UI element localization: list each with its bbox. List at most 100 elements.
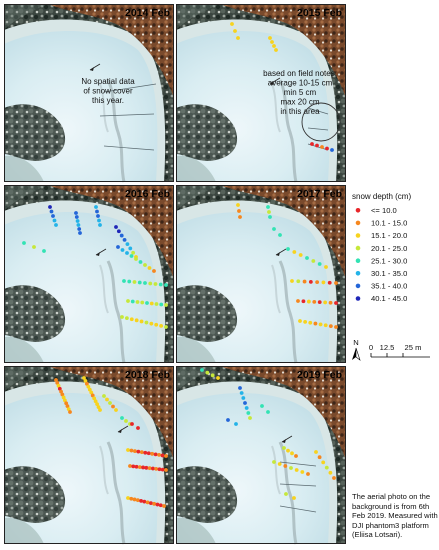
- snow-depth-point: [132, 280, 137, 284]
- snow-depth-point: [300, 470, 305, 474]
- snow-depth-point: [210, 373, 215, 378]
- snow-depth-point: [296, 299, 300, 303]
- snow-depth-point: [151, 466, 155, 471]
- snow-depth-point: [114, 225, 118, 229]
- snow-depth-point: [241, 396, 246, 400]
- snow-depth-point: [77, 227, 82, 231]
- panel-year-label: 2015 Feb: [297, 7, 342, 19]
- snow-depth-point: [148, 281, 153, 286]
- snow-depth-point: [52, 218, 57, 223]
- snow-depth-point: [64, 401, 69, 406]
- snow-depth-point: [87, 387, 92, 392]
- snow-depth-point: [143, 263, 147, 267]
- legend-label: <= 10.0: [371, 206, 397, 215]
- snow-depth-point: [238, 386, 242, 390]
- snow-depth-point: [296, 279, 301, 284]
- snow-depth-point: [244, 406, 249, 410]
- snow-depth-point: [303, 319, 308, 324]
- panel-frame: [176, 185, 346, 363]
- snow-depth-point: [49, 209, 54, 214]
- panel-frame: [176, 4, 346, 182]
- snow-depth-point: [129, 496, 134, 501]
- snow-depth-point: [320, 145, 324, 149]
- snow-depth-point: [237, 209, 241, 213]
- snow-depth-point: [318, 322, 323, 327]
- flow-arrow-head: [90, 67, 94, 71]
- north-label: N: [353, 338, 358, 347]
- snow-depth-point: [116, 245, 120, 249]
- snow-depth-point: [124, 316, 129, 321]
- snow-depth-point: [83, 379, 88, 383]
- snow-depth-point: [334, 325, 338, 329]
- snow-depth-point: [78, 231, 82, 235]
- snow-depth-point: [226, 418, 230, 422]
- snow-depth-point: [125, 242, 130, 247]
- legend-swatch: [355, 296, 361, 301]
- legend-label: 15.1 - 20.0: [371, 231, 407, 240]
- snow-depth-point: [236, 36, 240, 40]
- snow-depth-point: [128, 246, 133, 251]
- snow-depth-point: [289, 466, 293, 470]
- map-panel-5: 2019 Feb: [174, 364, 348, 546]
- snow-depth-point: [306, 299, 311, 304]
- legend-title: snow depth (cm): [352, 192, 411, 201]
- snow-depth-point: [108, 401, 112, 405]
- snow-depth-point: [200, 368, 204, 372]
- snow-depth-point: [286, 448, 290, 453]
- snow-depth-point: [128, 464, 132, 468]
- panel-year-label: 2018 Feb: [125, 369, 170, 381]
- snow-depth-point: [324, 465, 329, 470]
- transect-line: [279, 505, 317, 513]
- snow-depth-point: [283, 464, 288, 468]
- snow-depth-point: [243, 401, 247, 405]
- snow-depth-point: [137, 280, 142, 285]
- flow-arrow-head: [276, 252, 280, 256]
- snow-depth-point: [330, 148, 334, 152]
- north-arrow-left-half: [352, 348, 356, 360]
- snow-depth-point: [57, 386, 62, 391]
- snow-depth-point: [98, 223, 102, 227]
- transect-line: [307, 107, 329, 115]
- snow-depth-point: [125, 251, 129, 255]
- snow-depth-point: [116, 229, 121, 234]
- snow-depth-point: [282, 446, 286, 450]
- snow-depth-point: [230, 22, 234, 26]
- snow-depth-point: [158, 503, 163, 508]
- snow-depth-point: [205, 370, 210, 375]
- snow-depth-point: [120, 248, 125, 252]
- snow-depth-point: [141, 465, 145, 470]
- snow-depth-point: [332, 476, 336, 480]
- snow-depth-point: [311, 259, 316, 263]
- legend-swatch: [355, 220, 361, 226]
- photo-credit: The aerial photo on the background is fr…: [352, 492, 438, 540]
- snow-depth-point: [292, 496, 296, 500]
- snow-depth-point: [114, 408, 118, 412]
- transect-line: [103, 145, 155, 151]
- panel-year-label: 2019 Feb: [297, 369, 342, 381]
- snow-depth-point: [97, 218, 101, 223]
- scale-label-0: 0: [369, 343, 373, 352]
- snow-depth-point: [140, 300, 145, 305]
- snow-depth-point: [266, 410, 270, 414]
- snow-depth-point: [131, 464, 136, 469]
- transect-line: [279, 461, 317, 467]
- snow-depth-point: [146, 451, 151, 456]
- snow-depth-point: [111, 404, 115, 409]
- legend-label: 35.1 - 40.0: [371, 282, 407, 291]
- snow-depth-point: [122, 237, 127, 242]
- snow-depth-point: [147, 466, 152, 471]
- transect-line: [307, 127, 329, 131]
- flow-arrow-head: [270, 81, 274, 85]
- snow-depth-point: [274, 48, 278, 52]
- panel-note-line: average 10-15 cm: [268, 79, 333, 88]
- legend-swatch: [355, 208, 361, 213]
- snow-depth-point: [270, 40, 274, 44]
- field-notes-area-circle: [301, 102, 341, 142]
- snow-depth-point: [268, 36, 272, 40]
- snow-depth-point: [323, 323, 328, 328]
- snow-depth-point: [86, 384, 91, 389]
- snow-depth-point: [308, 279, 313, 284]
- legend-label: 10.1 - 15.0: [371, 219, 407, 228]
- snow-depth-point: [144, 320, 149, 325]
- snow-depth-point: [272, 460, 276, 464]
